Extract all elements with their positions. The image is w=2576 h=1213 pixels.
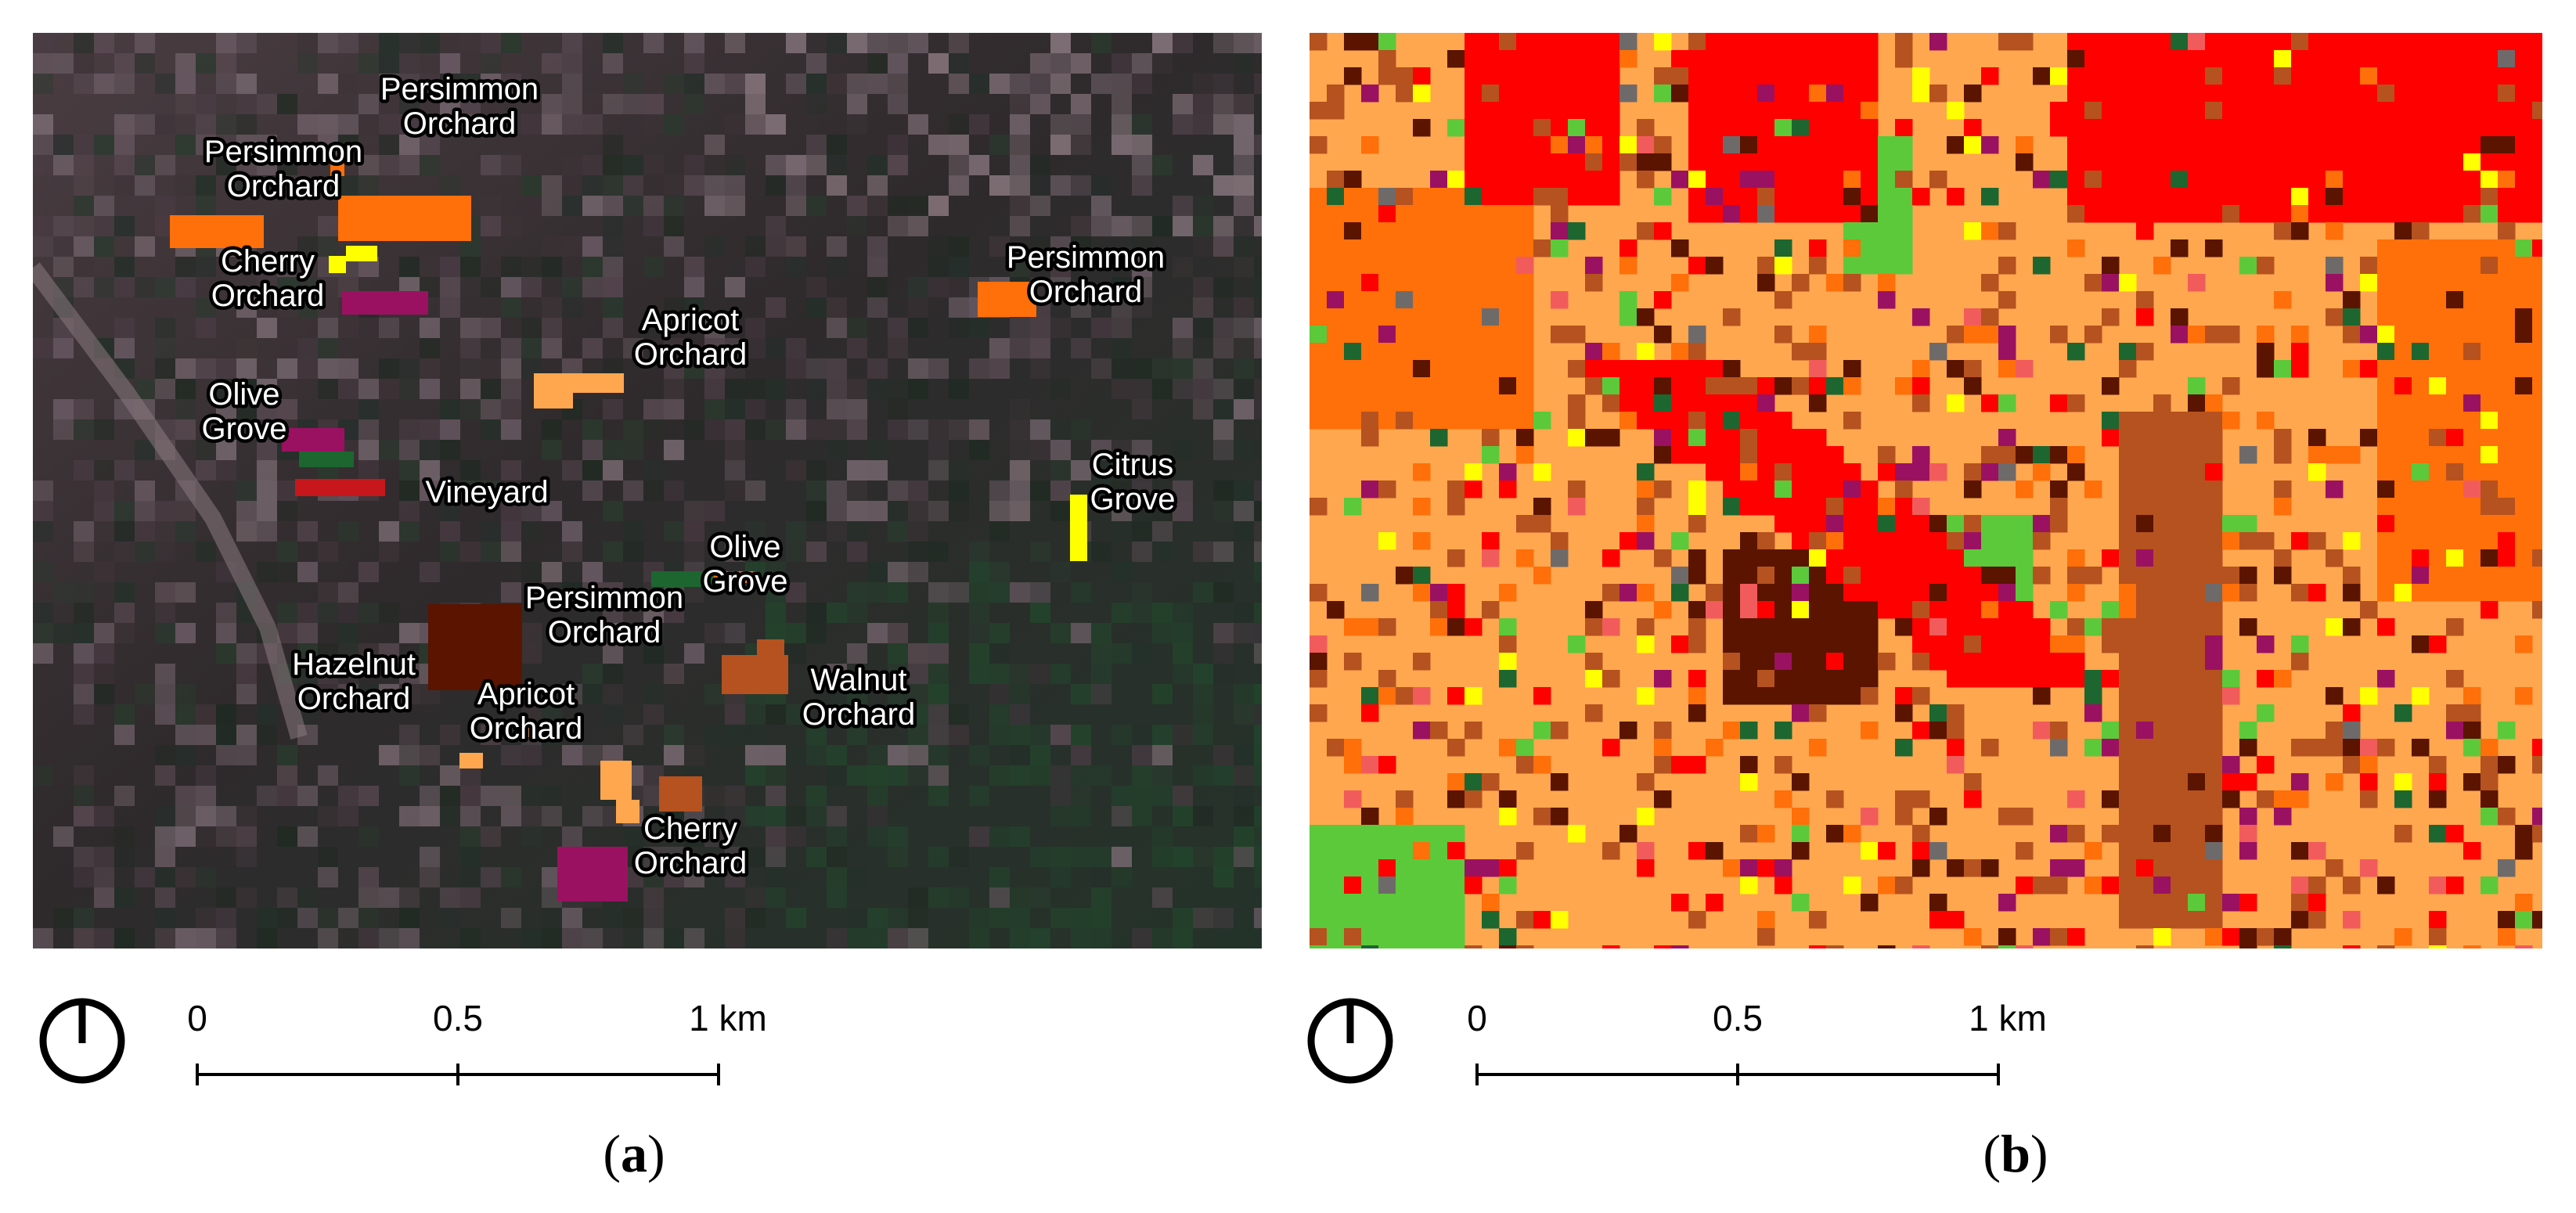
panel-b: 0 0.5 1 km (b) (1292, 0, 2544, 1213)
map-label: Persimmon Orchard (1007, 240, 1165, 309)
cherry-parcel (342, 291, 428, 315)
caption-paren: ( (1983, 1124, 2001, 1183)
walnut-parcel (722, 655, 788, 694)
scale-tick-label: 0.5 (1713, 998, 1763, 1038)
satellite-image: Persimmon Orchard Persimmon Orchard Cherry… (33, 33, 1262, 948)
vineyard-parcel (295, 479, 385, 496)
map-label: Olive Grove (202, 377, 287, 446)
map-label: Hazelnut Orchard (292, 647, 416, 716)
persimmon-parcel (330, 162, 344, 176)
panel-caption: (a) (517, 1123, 751, 1185)
persimmon-parcel (714, 571, 757, 583)
classification-raster (1310, 33, 2542, 948)
cherry-parcel (329, 256, 346, 273)
map-label: Olive Grove (703, 530, 788, 599)
map-label: Cherry Orchard (634, 812, 748, 880)
caption-letter: a (621, 1124, 647, 1183)
caption-paren: ) (647, 1124, 665, 1183)
persimmon-parcel (170, 215, 264, 248)
panel-a: Persimmon Orchard Persimmon Orchard Cherry… (0, 0, 1262, 1213)
cherry-parcel (282, 428, 344, 452)
apricot-parcel (459, 753, 483, 768)
scale-bar-graphic: 0 0.5 1 km (1307, 998, 2047, 1085)
scale-tick-label: 0 (1467, 998, 1487, 1038)
scale-bar-graphic: 0 0.5 1 km (39, 998, 767, 1085)
caption-paren: ( (603, 1124, 621, 1183)
scale-bar: 0 0.5 1 km (39, 982, 838, 1107)
scale-tick-label: 0.5 (433, 998, 483, 1038)
scale-tick-label: 1 km (1969, 998, 2047, 1038)
map-label: Persimmon Orchard (380, 72, 539, 141)
apricot-parcel (518, 722, 542, 737)
north-arrow-icon (1307, 998, 1393, 1084)
map-label: Persimmon Orchard (204, 135, 362, 203)
apricot-parcel (534, 373, 624, 393)
classification-map (1310, 33, 2542, 948)
map-label: Citrus Grove (1090, 448, 1176, 517)
caption-letter: b (2001, 1124, 2030, 1183)
citrus-parcel (346, 246, 377, 261)
cherry-parcel (557, 847, 628, 902)
north-arrow-icon (39, 998, 125, 1084)
scale-tick-label: 1 km (689, 998, 767, 1038)
scale-bar: 0 0.5 1 km (1307, 982, 2106, 1107)
olive-parcel (651, 571, 718, 587)
scale-tick-label: 0 (187, 998, 207, 1038)
olive-parcel (299, 452, 354, 467)
hazelnut-parcel (428, 604, 522, 690)
map-label: Apricot Orchard (470, 677, 583, 746)
walnut-parcel (757, 639, 784, 659)
map-label: Apricot Orchard (634, 303, 748, 372)
apricot-parcel (534, 393, 573, 409)
persimmon-parcel (978, 282, 1036, 317)
map-label: Vineyard (425, 475, 548, 509)
caption-paren: ) (2030, 1124, 2048, 1183)
persimmon-parcel (338, 196, 471, 241)
panel-caption: (b) (1898, 1123, 2133, 1185)
map-label: Cherry Orchard (211, 244, 325, 313)
road-line (33, 262, 308, 740)
apricot-parcel (600, 761, 632, 800)
apricot-parcel (616, 800, 639, 823)
satellite-map: Persimmon Orchard Persimmon Orchard Cherry… (33, 33, 1262, 948)
map-label: Persimmon Orchard (525, 581, 683, 650)
walnut-parcel (659, 776, 702, 812)
map-label: Walnut Orchard (802, 663, 916, 732)
citrus-parcel (1070, 495, 1087, 561)
